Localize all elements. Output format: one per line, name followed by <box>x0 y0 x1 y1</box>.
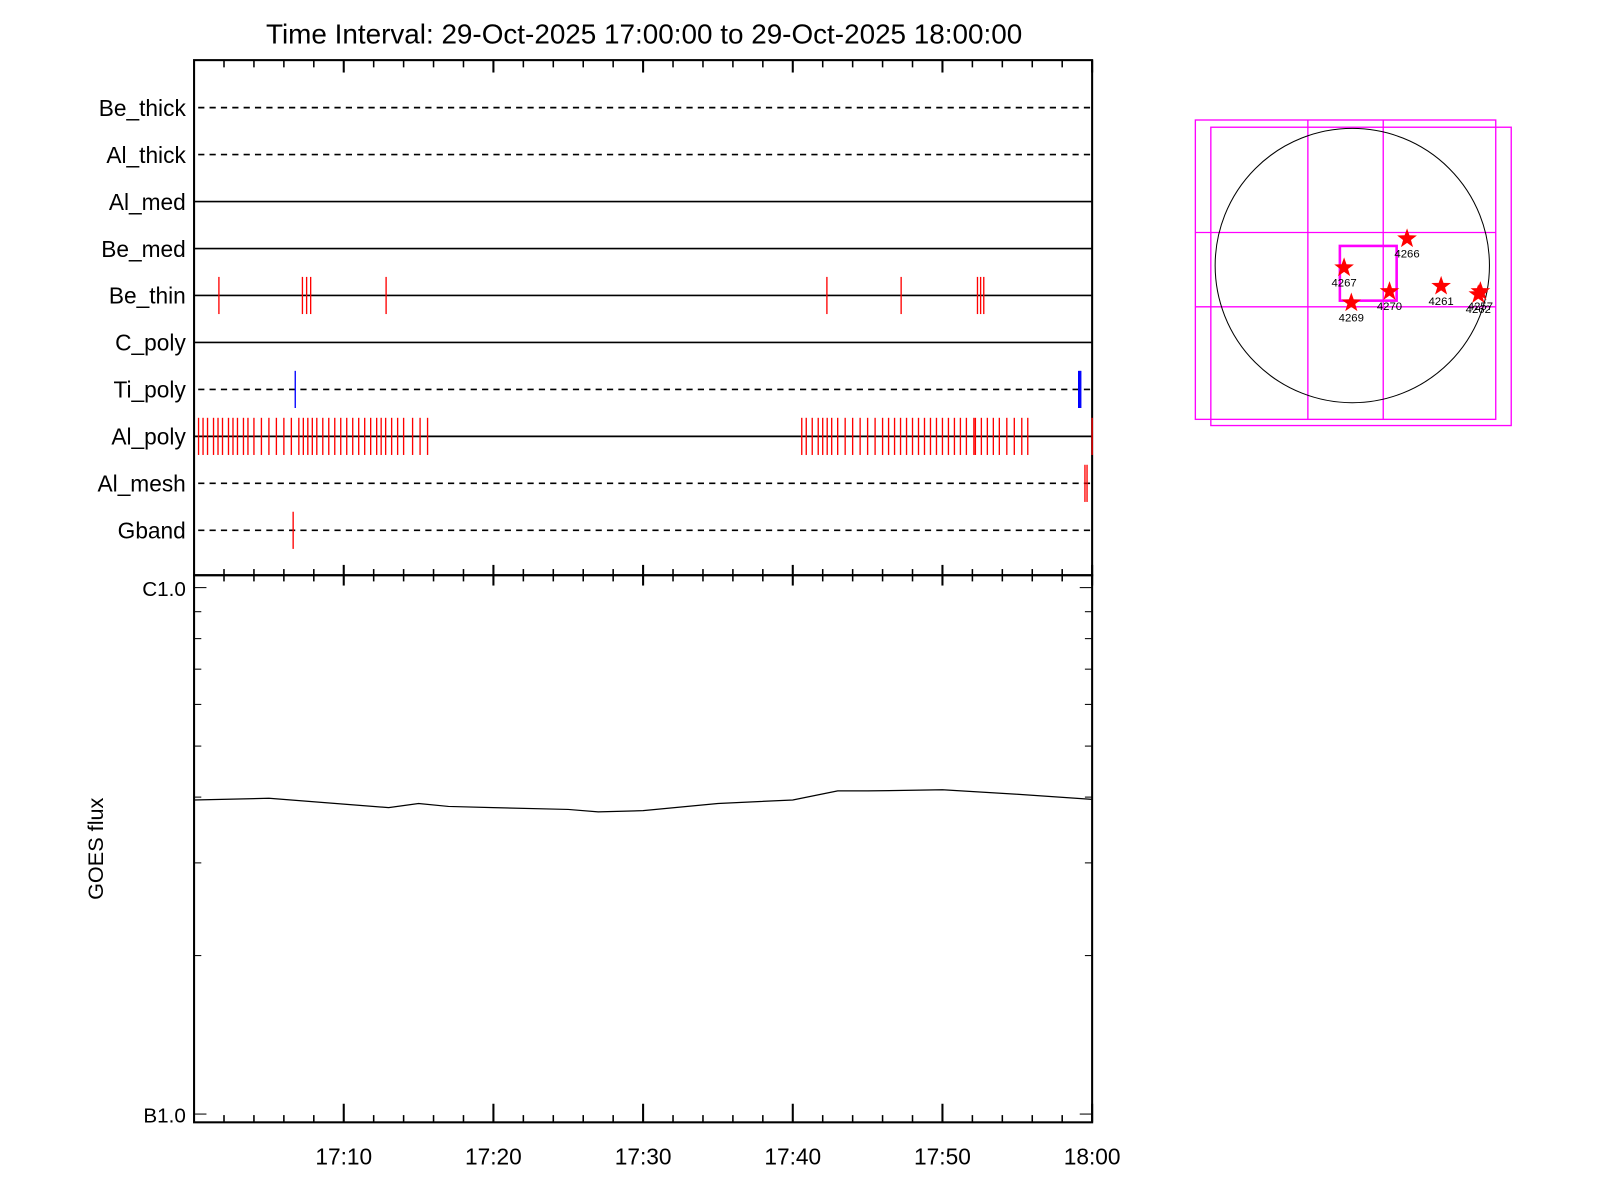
timeline-frame <box>193 59 1094 577</box>
region-star <box>1379 281 1400 300</box>
filter-label: Al_thick <box>106 142 186 168</box>
y-tick-label: C1.0 <box>142 578 186 601</box>
filter-label: Ti_poly <box>114 377 187 403</box>
region-label: 4266 <box>1394 248 1419 260</box>
region-label: 4262 <box>1466 304 1491 316</box>
filter-label: C_poly <box>115 330 186 356</box>
solar-disk <box>1214 127 1490 404</box>
x-tick-label: 17:10 <box>315 1144 372 1170</box>
region-star <box>1468 284 1489 303</box>
region-star <box>1470 281 1491 300</box>
region-star <box>1397 228 1417 248</box>
y-tick-label: B1.0 <box>143 1104 185 1127</box>
x-tick-label: 18:00 <box>1064 1144 1121 1170</box>
x-tick-label: 17:50 <box>914 1144 971 1170</box>
region-label: 4267 <box>1331 277 1356 289</box>
region-star <box>1431 275 1451 295</box>
region-label: 4261 <box>1428 296 1453 308</box>
fov-boxes <box>1194 119 1512 427</box>
filter-label: Al_med <box>109 189 186 215</box>
filter-label: Be_thick <box>99 95 187 121</box>
region-label: 4257 <box>1468 301 1493 313</box>
filter-label: Gband <box>118 518 186 544</box>
filter-label: Be_thin <box>109 283 186 309</box>
x-tick-label: 17:40 <box>764 1144 821 1170</box>
filter-label: Al_poly <box>111 424 186 450</box>
region-star <box>1334 257 1354 277</box>
goes-line <box>194 789 1093 813</box>
filter-label: Al_mesh <box>98 471 186 497</box>
title: Time Interval: 29-Oct-2025 17:00:00 to 2… <box>266 19 1022 50</box>
x-tick-label: 17:20 <box>465 1144 522 1170</box>
region-star <box>1341 292 1362 312</box>
region-label: 4269 <box>1339 312 1364 324</box>
y-axis-label: GOES flux <box>83 797 108 899</box>
region-label: 4270 <box>1377 301 1402 313</box>
goes-frame <box>193 574 1094 1124</box>
x-tick-label: 17:30 <box>615 1144 672 1170</box>
filter-label: Be_med <box>101 236 186 262</box>
